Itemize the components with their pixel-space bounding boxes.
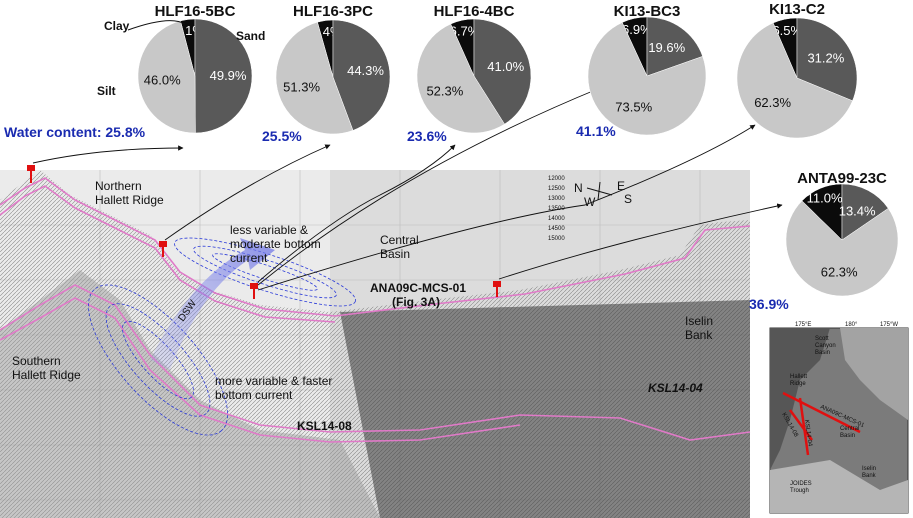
core-markers xyxy=(27,165,501,299)
dark-wedge xyxy=(340,300,750,518)
upper-current-ellipses xyxy=(174,237,356,307)
pie-label-sand: 41.0% xyxy=(487,59,524,74)
pie-label-silt: 46.0% xyxy=(144,72,181,87)
clay-leader-line xyxy=(127,20,186,31)
iselin-bank-label: Iselin Bank xyxy=(685,314,713,342)
inset-light-bottom xyxy=(770,460,908,513)
inset-top-tick-2: 175°W xyxy=(880,322,898,328)
upper-current-label: less variable & moderate bottom current xyxy=(230,223,321,265)
inset-iselin-bank: Iselin Bank xyxy=(862,466,877,479)
pie-slice-silt xyxy=(275,21,354,135)
pie-label-clay: 11.0% xyxy=(807,191,843,206)
pie-label-clay: 6.9% xyxy=(622,22,652,37)
pie-label-sand: 44.3% xyxy=(347,63,384,78)
pie-slice-sand xyxy=(332,19,391,131)
pie-slice-sand xyxy=(194,18,253,134)
inset-line-ksl04: KSL14-04 xyxy=(803,419,813,447)
compass-s: S xyxy=(624,192,632,206)
compass-n: N xyxy=(574,181,583,195)
depth-tick-label: 12500 xyxy=(548,186,565,192)
pie-slice-silt xyxy=(785,200,899,297)
legend-clay: Clay xyxy=(104,19,130,33)
horizons xyxy=(0,177,751,443)
line-main-label: ANA09C-MCS-01 xyxy=(370,281,466,295)
pie-label-silt: 62.3% xyxy=(754,95,791,110)
marker-hlf16-4bc xyxy=(250,283,258,299)
inset-top-tick-1: 180° xyxy=(845,322,858,328)
pie-anta99-23c: ANTA99-23C 11.0%13.4% 62.3% xyxy=(785,170,899,297)
pie-hlf16-4bc: HLF16-4BC 6.7% 41.0% 52.3% xyxy=(416,3,532,134)
pie-label-clay: 6.5% xyxy=(772,23,802,38)
pie-label-silt: 62.3% xyxy=(821,264,858,279)
lower-current-label: more variable & faster bottom current xyxy=(215,374,332,402)
pie-title: ANTA99-23C xyxy=(797,170,887,187)
pie-charts: HLF16-5BC4.1%49.9%46.0%HLF16-3PC4.4%44.3… xyxy=(137,1,899,297)
southern-ridge-label: Southern Hallett Ridge xyxy=(12,354,81,382)
depth-tick-label: 12000 xyxy=(548,176,565,182)
pie-slice-silt xyxy=(736,22,853,139)
compass: N E W S xyxy=(574,179,632,209)
marker-hlf16-5bc xyxy=(27,165,35,183)
pie-slice-silt xyxy=(587,22,707,136)
inset-central-basin: Central Basin xyxy=(840,426,859,439)
depth-tick-label: 15000 xyxy=(548,236,565,242)
inset-lines xyxy=(782,391,861,456)
pie-ki13-c2: KI13-C2 6.5% 31.2% 62.3% xyxy=(736,1,858,139)
depth-tick-label: 14500 xyxy=(548,226,565,232)
water-content-ki13-bc3: 41.1% xyxy=(576,123,616,139)
pie-ki13-bc3: KI13-BC3 6.9% 19.6% 73.5% xyxy=(587,3,707,136)
pie-slice-sand xyxy=(473,18,532,125)
depth-tick-label: 13500 xyxy=(548,206,565,212)
pie-label-sand: 19.6% xyxy=(648,40,685,55)
core-to-pie-arrows xyxy=(32,87,783,291)
pie-label-clay: 6.7% xyxy=(450,23,480,38)
water-content-hlf16-5bc: Water content: 25.8% xyxy=(4,124,146,140)
legend-silt: Silt xyxy=(97,84,116,98)
inset-dark-left xyxy=(770,328,830,470)
line-main-ref: (Fig. 3A) xyxy=(392,295,440,309)
inset-top-tick-0: 175°E xyxy=(795,322,811,328)
ksl14-08-label: KSL14-08 xyxy=(297,419,352,433)
inset-scott-canyon: Scott Canyon Basin xyxy=(815,336,836,356)
inset-light-right xyxy=(840,328,908,420)
water-content-hlf16-3pc: 25.5% xyxy=(262,128,302,144)
depth-tick-label: 14000 xyxy=(548,216,565,222)
water-content-hlf16-4bc: 23.6% xyxy=(407,128,447,144)
inset-map: Scott Canyon Basin Hallett Ridge Central Bas… xyxy=(769,322,909,514)
pie-label-sand: 13.4% xyxy=(839,203,876,218)
inset-hallett-ridge: Hallett Ridge xyxy=(790,374,807,387)
pie-label-sand: 49.9% xyxy=(210,68,247,83)
marker-ki13 xyxy=(493,281,501,297)
pie-label-silt: 73.5% xyxy=(615,100,652,115)
legend-sand: Sand xyxy=(236,29,265,43)
pie-label-silt: 51.3% xyxy=(283,79,320,94)
seismic-profile-panel: DSW 12000125001300013500140001450015000 … xyxy=(0,87,783,518)
inset-joides-trough: JOIDES Trough xyxy=(790,481,812,494)
dsw-arrow xyxy=(150,238,275,370)
pie-title: HLF16-4BC xyxy=(434,3,515,20)
compass-w: W xyxy=(584,195,596,209)
pie-label-sand: 31.2% xyxy=(807,51,844,66)
water-content-anta99-23c: 36.9% xyxy=(749,296,789,312)
pie-label-silt: 52.3% xyxy=(426,84,463,99)
depth-ticks: 12000 12500 13000 13500 14000 14500 15000 xyxy=(548,176,565,242)
pie-title: KI13-BC3 xyxy=(614,3,681,20)
pie-slice-sand xyxy=(841,183,889,241)
northern-ridge-label: Northern Hallett Ridge xyxy=(95,179,164,207)
compass-e: E xyxy=(617,179,625,193)
pie-slice-silt xyxy=(416,23,505,134)
pie-slice-silt xyxy=(137,20,196,134)
central-basin-label: Central Basin xyxy=(380,233,419,261)
marker-hlf16-3pc xyxy=(159,241,167,257)
pie-title: HLF16-5BC xyxy=(155,3,236,20)
depth-tick-label: 13000 xyxy=(548,196,565,202)
pie-slice-sand xyxy=(796,17,858,102)
pie-title: KI13-C2 xyxy=(769,1,825,18)
pie-title: HLF16-3PC xyxy=(293,3,373,20)
ksl14-04-label: KSL14-04 xyxy=(648,381,703,395)
